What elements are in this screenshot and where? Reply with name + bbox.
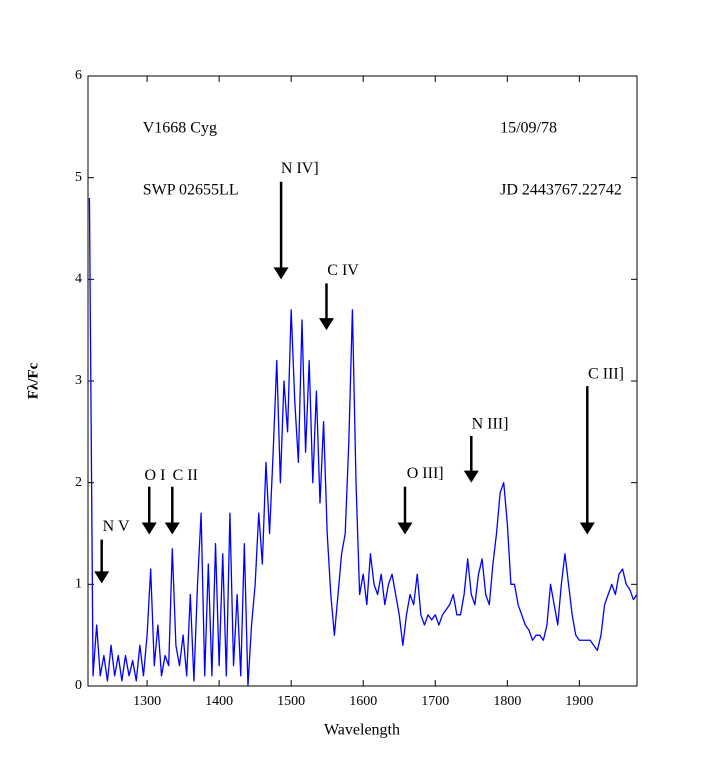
info-text: SWP 02655LL [143, 182, 239, 199]
x-tick-label: 1300 [133, 694, 161, 709]
info-text: 15/09/78 [500, 120, 557, 137]
x-tick-label: 1600 [349, 694, 377, 709]
y-tick-label: 4 [75, 272, 82, 287]
arrow-head [463, 470, 479, 483]
y-axis-label: Fλ/Fc [25, 362, 41, 399]
arrow-head [94, 571, 110, 584]
line-label: N V [103, 518, 130, 535]
arrow-head [141, 522, 157, 535]
arrow-head [579, 522, 595, 535]
arrow-head [318, 318, 334, 331]
y-tick-label: 0 [75, 678, 82, 693]
line-label: C II [173, 467, 198, 484]
spectrum-line [88, 197, 637, 686]
y-tick-label: 2 [75, 475, 82, 490]
x-tick-label: 1900 [565, 694, 593, 709]
y-tick-label: 6 [75, 68, 82, 83]
arrow-head [273, 267, 289, 280]
x-tick-label: 1700 [421, 694, 449, 709]
x-tick-label: 1500 [277, 694, 305, 709]
x-axis-label: Wavelength [324, 722, 400, 739]
arrow-head [164, 522, 180, 535]
line-label: O III] [407, 465, 444, 482]
line-label: C IV [327, 262, 359, 279]
line-label: C III] [588, 366, 624, 383]
info-text: V1668 Cyg [143, 120, 217, 137]
x-tick-label: 1800 [493, 694, 521, 709]
info-text: JD 2443767.22742 [500, 182, 622, 199]
line-label: O I [145, 467, 166, 484]
arrow-head [397, 522, 413, 535]
y-tick-label: 1 [75, 577, 82, 592]
y-tick-label: 5 [75, 170, 82, 185]
line-label: N IV] [281, 160, 319, 177]
line-label: N III] [472, 415, 509, 432]
x-tick-label: 1400 [205, 694, 233, 709]
y-tick-label: 3 [75, 373, 82, 388]
